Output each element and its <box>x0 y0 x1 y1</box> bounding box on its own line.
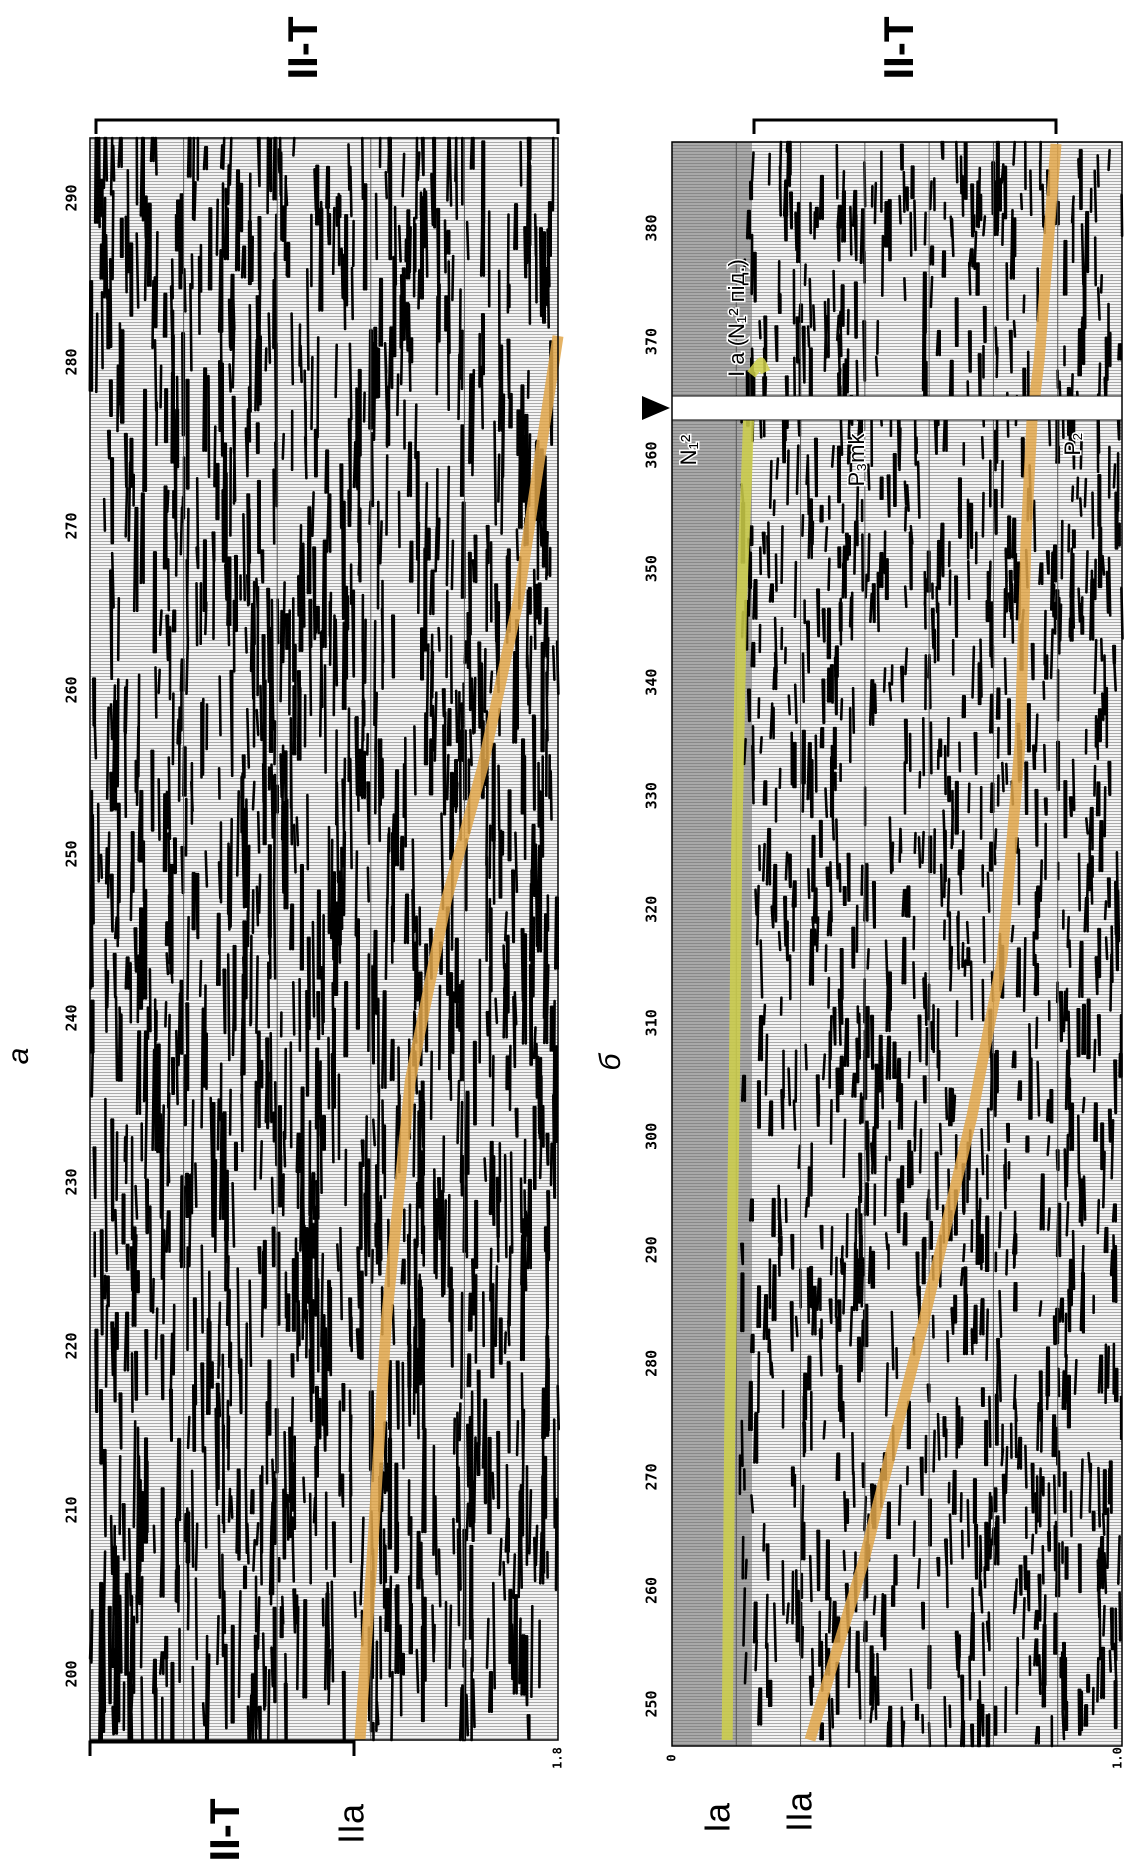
trace-tick-label: 250 <box>63 840 81 867</box>
seismic-texture <box>88 136 560 1742</box>
trace-tick-label: 250 <box>643 1690 661 1717</box>
trace-tick-label: 260 <box>643 1577 661 1604</box>
trace-tick-label: 380 <box>643 214 661 241</box>
annotation: P₂ <box>1060 432 1085 455</box>
annotation: I a (N₁² під.) <box>724 259 749 377</box>
trace-tick-label: 270 <box>63 512 81 539</box>
time-label-end: 1.0 <box>1111 1747 1125 1769</box>
bracket <box>752 118 1058 134</box>
trace-tick-label: 220 <box>63 1332 81 1359</box>
bracket <box>94 118 560 134</box>
trace-tick-label: 200 <box>63 1660 81 1687</box>
left-label: Ia <box>697 1802 738 1833</box>
trace-tick-label: 330 <box>643 782 661 809</box>
trace-tick-label: 290 <box>643 1236 661 1263</box>
horizon-orange <box>804 143 1062 1742</box>
panel-border <box>89 137 559 1741</box>
seismic-texture <box>738 140 1124 1748</box>
annotation: P₃mk <box>844 433 869 487</box>
horizon-yellow <box>747 357 771 378</box>
right-label: II-T <box>279 16 326 79</box>
trace-tick-label: 320 <box>643 896 661 923</box>
left-label: IIa <box>331 1803 372 1844</box>
bracket <box>88 1740 356 1756</box>
trace-tick-label: 270 <box>643 1463 661 1490</box>
trace-tick-label: 370 <box>643 328 661 355</box>
trace-tick-label: 280 <box>643 1350 661 1377</box>
left-label: II-T <box>201 1798 248 1861</box>
well-band <box>671 395 1123 421</box>
trace-tick-label: 240 <box>63 1004 81 1031</box>
caption: б <box>594 1052 627 1070</box>
left-label: IIa <box>779 1791 820 1832</box>
trace-tick-label: 230 <box>63 1168 81 1195</box>
horizon-yellow <box>721 413 755 1741</box>
trace-tick-label: 280 <box>63 348 81 375</box>
trace-tick-label: 210 <box>63 1496 81 1523</box>
right-label: II-T <box>875 16 922 79</box>
panel-a: 200 210 220 230 240 250 260 270 280 290 1.8 II-T IIa… <box>2 16 565 1861</box>
trace-tick-label: 340 <box>643 669 661 696</box>
panel-b: 250 260 270 280 290 300 310 320 330 340 350 360 370 3… <box>594 16 1125 1833</box>
trace-tick-label: 260 <box>63 676 81 703</box>
panel-border <box>671 141 1123 1747</box>
time-label-start: 0 <box>665 1754 679 1761</box>
time-label-end: 1.8 <box>551 1747 565 1769</box>
trace-tick-label: 360 <box>643 442 661 469</box>
caption: а <box>2 1048 35 1065</box>
annotation: N₁² <box>676 435 701 466</box>
trace-tick-label: 300 <box>643 1123 661 1150</box>
trace-tick-label: 350 <box>643 555 661 582</box>
trace-tick-label: 290 <box>63 184 81 211</box>
well-marker <box>642 396 670 420</box>
horizon-orange <box>354 335 564 1741</box>
trace-tick-label: 310 <box>643 1009 661 1036</box>
